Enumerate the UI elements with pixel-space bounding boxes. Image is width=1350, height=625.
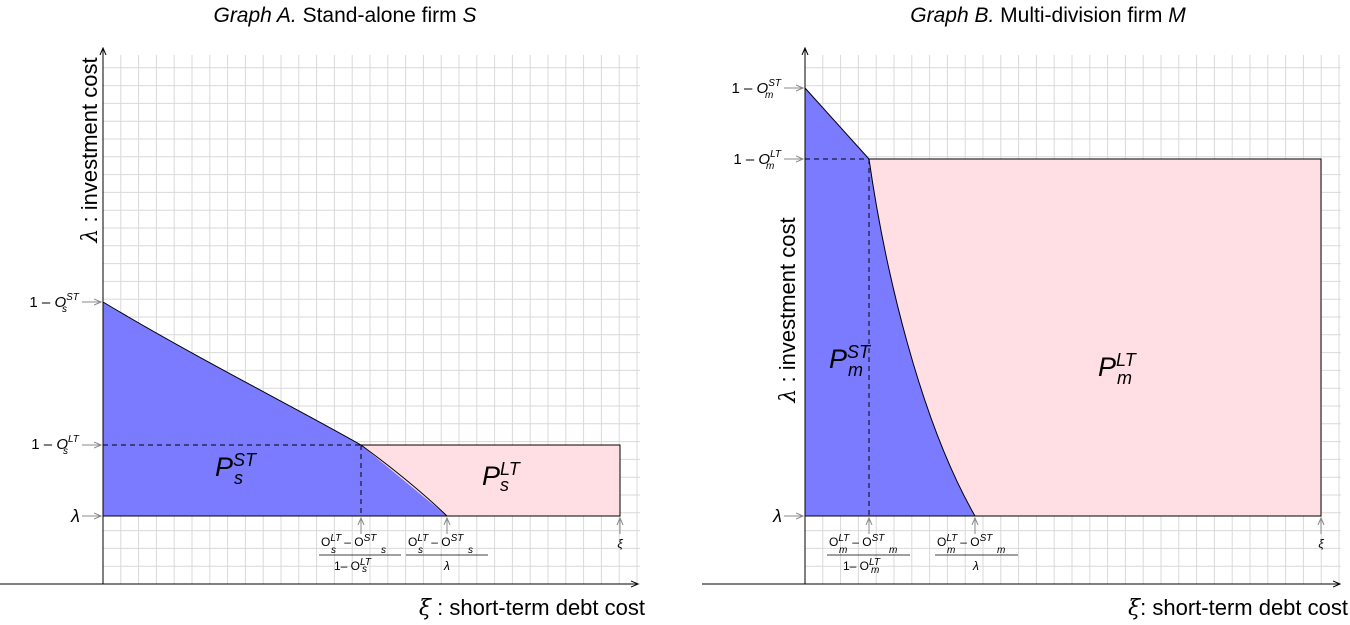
graph-b-region-lt-sub: m [1117, 368, 1132, 388]
graph-b-region-lt-label: PLT [1098, 350, 1138, 382]
graph-a-y-tick-st: 1 – OST s [29, 292, 79, 315]
graph-a-x-tick-1: OLT – OST s s 1– OLT s [319, 533, 401, 575]
graph-a-y-tick-lt: 1 – OLT s [31, 434, 80, 457]
graph-a-region-lt-label: PLT [482, 459, 522, 491]
graph-a-title: Graph A. Stand-alone firm S [213, 4, 476, 27]
graph-b-region-st-sub: m [848, 360, 863, 380]
svg-text:OLT– OST: OLT – OST [321, 533, 377, 549]
graph-b-region-short-term [805, 88, 975, 516]
svg-text:λ: λ [443, 559, 450, 573]
svg-text:OLT– OST: OLT – OST [408, 533, 464, 549]
svg-text:s: s [418, 545, 423, 556]
graph-b-y-tick-lt: 1 – OLT m [733, 149, 782, 172]
graph-b-y-axis-label: λ : investment cost [775, 217, 801, 403]
svg-text:s: s [381, 545, 386, 556]
graph-a-region-lt-sub: s [500, 475, 509, 495]
graph-a-x-tick-end: ξ [617, 537, 623, 551]
graph-a-y-tick-lambda: λ [70, 506, 80, 526]
graph-b-x-axis-label: ξ: short-term debt cost [1128, 595, 1348, 621]
graph-b-x-tick-end: ξ [1318, 537, 1324, 551]
graph-a-region-st-label: PST [215, 450, 258, 482]
svg-text:OLT– OST: OLT – OST [937, 533, 993, 549]
graph-b-y-tick-lambda: λ [772, 506, 782, 526]
svg-text:m: m [997, 545, 1005, 556]
graph-b-boundary-curve [804, 87, 976, 517]
svg-text:m: m [947, 545, 955, 556]
svg-text:1– OLT: 1– OLT [843, 557, 881, 573]
graph-a-x-axis-label: ξ : short-term debt cost [419, 595, 645, 621]
svg-text:m: m [871, 565, 879, 576]
graph-b-x-tick-2: OLT – OST m m λ [935, 533, 1018, 573]
svg-text:λ: λ [972, 559, 979, 573]
svg-text:m: m [839, 545, 847, 556]
graph-a-region-short-term [103, 302, 447, 516]
graph-b-y-tick-st: 1 – OST m [732, 78, 782, 101]
svg-text:s: s [362, 564, 367, 575]
graph-a-boundary-curve [102, 301, 448, 517]
svg-text:m: m [889, 545, 897, 556]
graph-a-x-tick-2: OLT – OST s s λ [406, 533, 488, 573]
graph-a-y-axis-label: λ : investment cost [77, 57, 103, 243]
svg-text:OLT– OST: OLT – OST [829, 533, 885, 549]
graph-a-region-st-sub: s [234, 468, 243, 488]
graph-b-title: Graph B. Multi-division firm M [910, 4, 1186, 27]
graph-b: Graph B. Multi-division firm M λ : inves… [702, 4, 1348, 621]
svg-text:1– OLT: 1– OLT [334, 557, 372, 573]
graph-a: Graph A. Stand-alone firm S λ : investme… [0, 4, 645, 621]
svg-text:s: s [468, 545, 473, 556]
graph-b-x-tick-1: OLT – OST m m 1– OLT m [827, 533, 910, 576]
svg-text:s: s [331, 545, 336, 556]
graph-b-region-st-label: PST [829, 342, 872, 374]
